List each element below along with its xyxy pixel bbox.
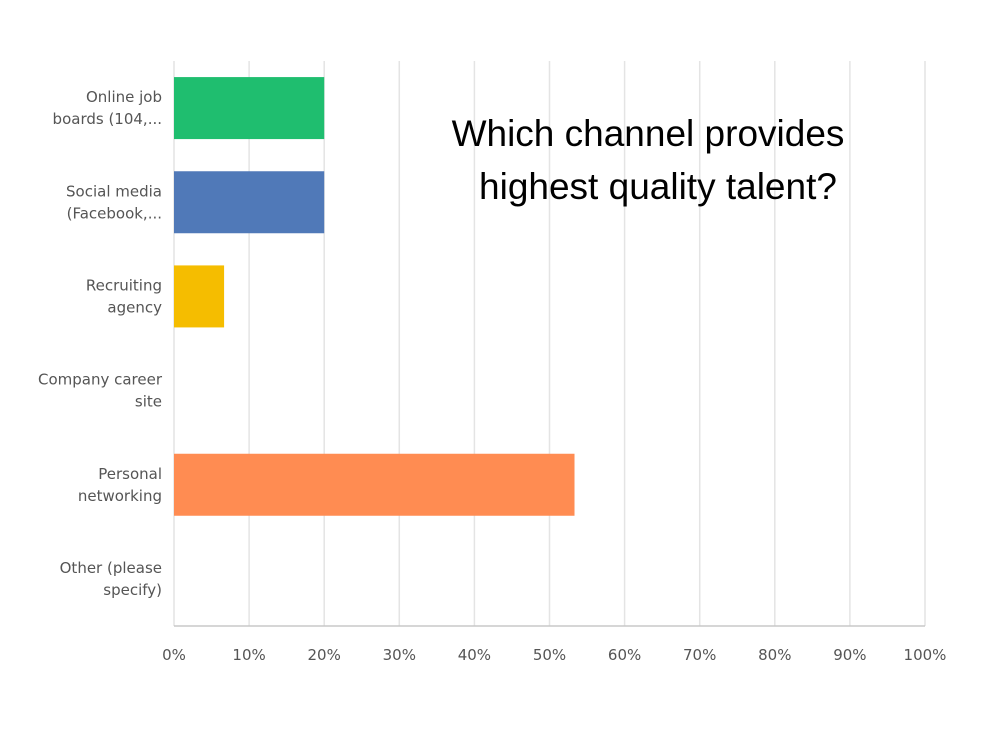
bar (174, 453, 575, 516)
category-label: boards (104,... (53, 110, 162, 128)
x-tick-labels: 0% 10% 20% 30% 40% 50% 60% 70% 80% 90% 100% (162, 646, 946, 664)
x-tick-label: 60% (608, 646, 641, 664)
gridlines (173, 61, 926, 626)
category-label: Social media (66, 182, 162, 200)
x-tick-label: 20% (308, 646, 341, 664)
x-tick-label: 40% (458, 646, 491, 664)
category-label: site (135, 393, 162, 411)
category-label: specify) (103, 581, 162, 599)
x-tick-label: 10% (232, 646, 265, 664)
bar (174, 171, 325, 234)
x-tick-label: 70% (683, 646, 716, 664)
category-label: agency (107, 298, 162, 316)
category-label: networking (78, 487, 162, 505)
bar (174, 77, 325, 140)
x-tick-label: 90% (833, 646, 866, 664)
category-label: Recruiting (86, 276, 162, 294)
x-tick-label: 30% (383, 646, 416, 664)
category-label: Online job (86, 88, 162, 106)
category-label: Company career (38, 371, 163, 389)
x-tick-label: 100% (904, 646, 947, 664)
bar (174, 265, 225, 328)
category-label: Other (please (60, 559, 162, 577)
chart-title-line-2: highest quality talent? (479, 166, 837, 207)
category-label: (Facebook,... (67, 204, 162, 222)
x-tick-label: 80% (758, 646, 791, 664)
x-tick-label: 0% (162, 646, 186, 664)
category-labels: Online job boards (104,... Social media (Fa… (38, 88, 163, 599)
bars (174, 77, 575, 516)
category-label: Personal (98, 465, 162, 483)
x-tick-label: 50% (533, 646, 566, 664)
chart-title-line-1: Which channel provides (452, 113, 845, 154)
